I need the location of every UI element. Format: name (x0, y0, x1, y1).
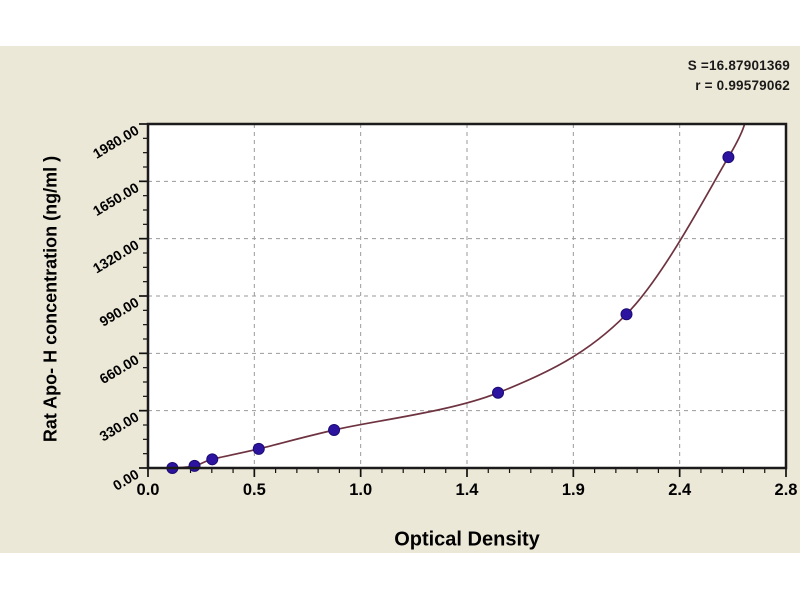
plot-frame (146, 122, 788, 470)
fit-statistics: S =16.87901369 r = 0.99579062 (688, 56, 790, 96)
x-tick-label: 0.0 (137, 481, 160, 499)
y-axis-title: Rat Apo- H concentration (ng/ml ) (40, 155, 61, 443)
x-tick-label: 1.9 (562, 481, 585, 499)
data-point (188, 459, 201, 472)
fit-r-value: r = 0.99579062 (695, 78, 790, 93)
data-point (328, 423, 341, 436)
x-tick-label: 2.8 (775, 481, 798, 499)
y-tick-label: 1980.00 (90, 122, 142, 162)
x-tick-label: 1.4 (456, 481, 480, 499)
fit-curve (172, 124, 746, 468)
y-tick-label: 330.00 (97, 408, 142, 444)
y-tick-label: 660.00 (97, 351, 142, 387)
x-tick-label: 2.4 (668, 481, 692, 499)
y-tick-label: 990.00 (97, 294, 142, 330)
data-point (620, 308, 633, 321)
data-point (206, 453, 219, 466)
fit-s-value: S =16.87901369 (687, 58, 790, 73)
y-tick-label: 1320.00 (90, 236, 142, 276)
y-tick-label: 1650.00 (90, 179, 142, 219)
x-axis-title: Optical Density (394, 528, 540, 551)
data-point (492, 386, 505, 399)
data-point (722, 151, 735, 164)
x-tick-label: 0.5 (243, 481, 266, 499)
data-point (252, 442, 265, 455)
x-tick-label: 1.0 (349, 481, 372, 499)
